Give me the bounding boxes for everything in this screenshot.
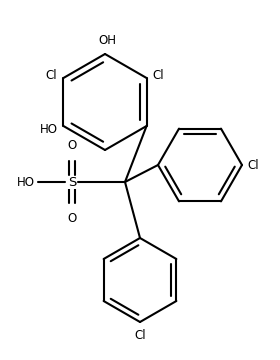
Text: Cl: Cl bbox=[46, 68, 57, 81]
Text: HO: HO bbox=[39, 122, 57, 135]
Text: Cl: Cl bbox=[153, 68, 164, 81]
Text: O: O bbox=[67, 212, 77, 225]
Text: O: O bbox=[67, 139, 77, 152]
Text: S: S bbox=[68, 176, 76, 189]
Text: OH: OH bbox=[98, 34, 116, 47]
Text: Cl: Cl bbox=[134, 329, 146, 342]
Text: Cl: Cl bbox=[247, 158, 259, 171]
Text: HO: HO bbox=[17, 176, 35, 189]
